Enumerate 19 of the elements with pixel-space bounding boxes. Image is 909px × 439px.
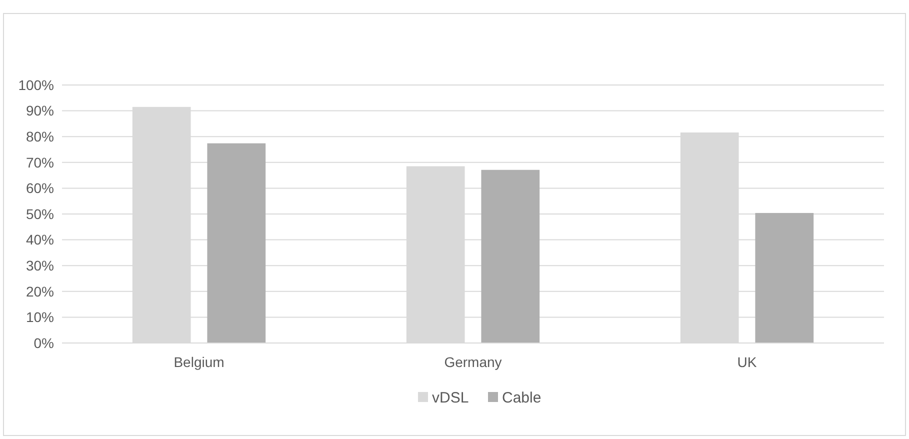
y-tick-label: 70% [26, 154, 54, 170]
x-tick-label: UK [737, 354, 758, 370]
y-tick-label: 40% [26, 232, 54, 248]
bar [481, 170, 540, 343]
bar [207, 143, 266, 343]
y-tick-label: 50% [26, 206, 54, 222]
x-tick-label: Germany [444, 354, 502, 370]
bar [755, 212, 814, 343]
legend-label: Cable [502, 389, 542, 406]
y-tick-label: 30% [26, 258, 54, 274]
y-tick-label: 100% [18, 76, 54, 93]
y-tick-label: 60% [26, 180, 54, 196]
x-tick-label: Belgium [174, 354, 224, 370]
y-tick-label: 90% [26, 102, 54, 119]
y-tick-label: 80% [26, 128, 54, 144]
y-tick-label: 0% [34, 334, 54, 351]
legend-label: vDSL [432, 389, 469, 406]
y-tick-label: 20% [26, 283, 54, 300]
y-tick-label: 10% [26, 309, 54, 326]
